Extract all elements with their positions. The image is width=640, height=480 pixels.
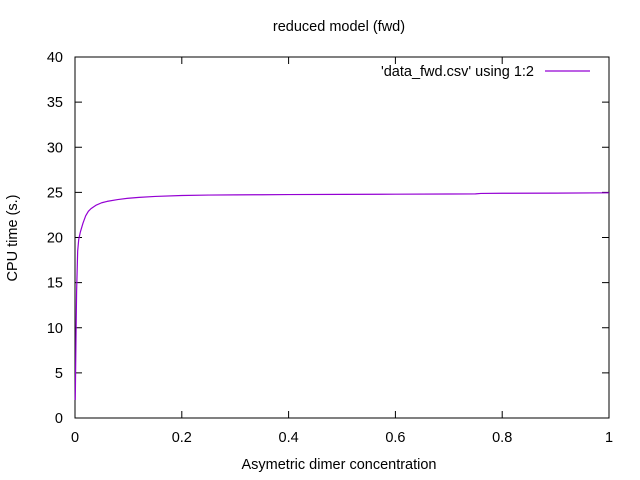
plot-area: [74, 56, 610, 419]
y-tick-label: 35: [47, 95, 63, 111]
legend-label: 'data_fwd.csv' using 1:2: [381, 64, 534, 80]
legend: 'data_fwd.csv' using 1:2: [381, 64, 590, 80]
y-tick-label: 20: [47, 231, 63, 247]
x-tick-label: 1: [605, 430, 613, 446]
y-tick-label: 25: [47, 185, 63, 201]
x-tick-label: 0.6: [385, 430, 405, 446]
y-axis: 0 5 10 15 20 25 30 35 40: [47, 50, 609, 427]
x-tick-label: 0: [71, 430, 79, 446]
y-tick-label: 15: [47, 276, 63, 292]
x-tick-label: 0.2: [172, 430, 192, 446]
y-tick-label: 30: [47, 140, 63, 156]
series-line-0: [74, 192, 610, 400]
x-tick-label: 0.8: [492, 430, 512, 446]
chart-title: reduced model (fwd): [273, 19, 405, 35]
y-tick-label: 0: [55, 411, 63, 427]
y-tick-label: 5: [55, 366, 63, 382]
x-axis-label: Asymetric dimer concentration: [241, 457, 436, 473]
y-tick-label: 10: [47, 321, 63, 337]
series-layer: [74, 192, 610, 400]
x-axis: 0 0.2 0.4 0.6 0.8 1: [71, 57, 613, 446]
y-tick-label: 40: [47, 50, 63, 66]
y-axis-label: CPU time (s.): [5, 195, 21, 282]
x-tick-label: 0.4: [279, 430, 299, 446]
